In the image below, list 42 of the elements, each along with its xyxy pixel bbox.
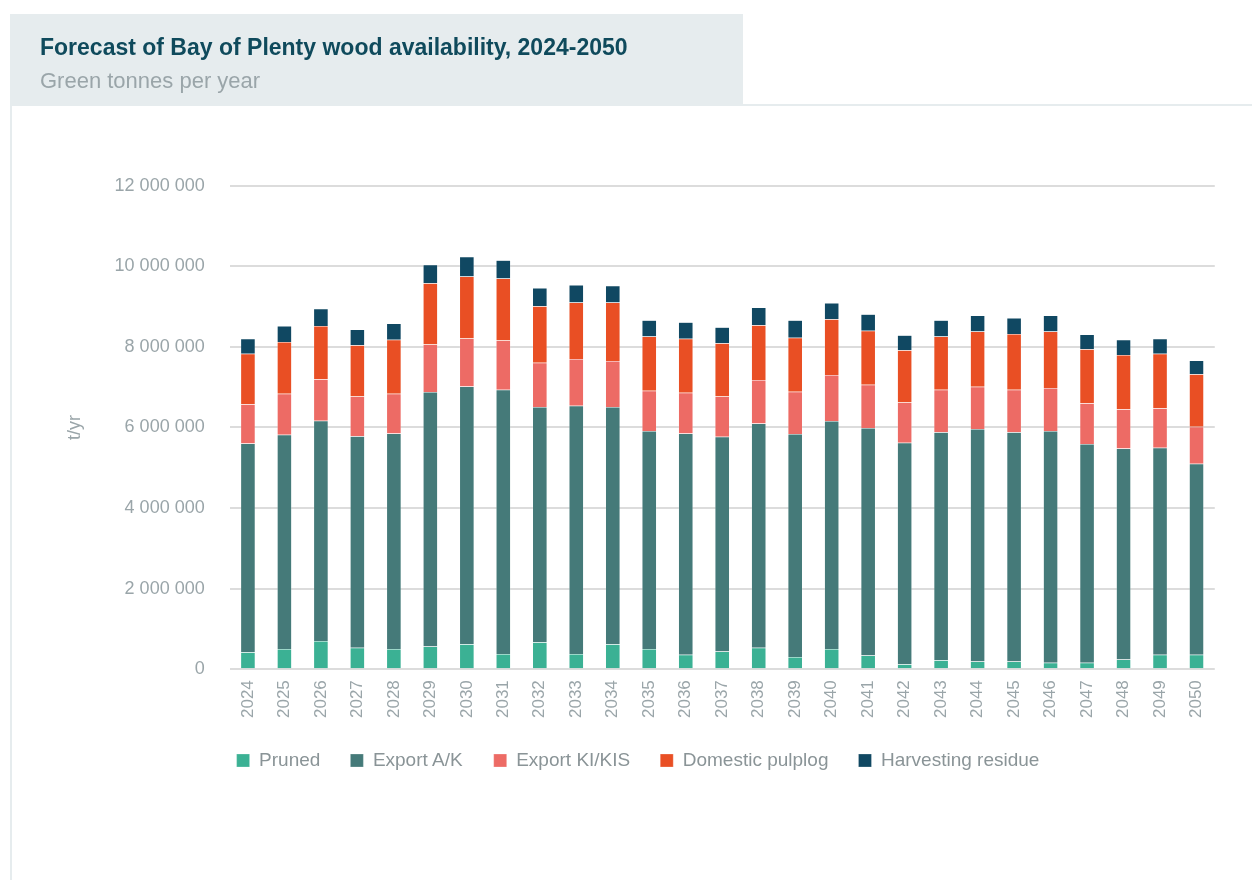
legend-label: Pruned <box>259 748 321 770</box>
y-tick-label: 4 000 000 <box>124 497 205 518</box>
y-tick-label: 8 000 000 <box>124 335 205 356</box>
x-tick-label: 2036 <box>675 680 695 719</box>
x-tick-label: 2050 <box>1186 680 1206 719</box>
x-tick-label: 2024 <box>237 680 257 719</box>
x-tick-label: 2044 <box>967 680 987 719</box>
x-tick-label: 2035 <box>638 680 658 719</box>
y-tick-label: 0 <box>194 658 205 679</box>
x-tick-label: 2049 <box>1149 680 1169 719</box>
x-tick-label: 2027 <box>347 680 367 719</box>
x-tick-label: 2031 <box>493 680 513 719</box>
y-tick-label: 10 000 000 <box>114 255 205 276</box>
x-tick-label: 2033 <box>565 680 585 719</box>
x-tick-label: 2028 <box>383 680 403 719</box>
x-tick-label: 2045 <box>1003 680 1023 719</box>
x-tick-label: 2046 <box>1040 680 1060 719</box>
y-axis-title: t/yr <box>63 414 84 440</box>
x-tick-label: 2029 <box>420 680 440 719</box>
x-tick-label: 2038 <box>748 680 768 719</box>
x-tick-label: 2039 <box>784 680 804 719</box>
legend-label: Export KI/KIS <box>516 748 631 770</box>
x-tick-label: 2026 <box>310 680 330 719</box>
legend-label: Harvesting residue <box>880 748 1040 770</box>
x-tick-label: 2034 <box>602 680 622 719</box>
legend-label: Export A/K <box>372 748 463 770</box>
chart-title: Forecast of Bay of Plenty wood availability, 2024-2050 <box>40 34 628 61</box>
x-tick-label: 2041 <box>857 680 877 719</box>
y-tick-label: 2 000 000 <box>124 577 205 598</box>
y-tick-label: 12 000 000 <box>114 174 205 195</box>
chart-subtitle: Green tonnes per year <box>40 68 261 94</box>
legend-label: Domestic pulplog <box>682 748 829 770</box>
x-tick-label: 2040 <box>821 680 841 719</box>
x-tick-label: 2043 <box>930 680 950 719</box>
x-tick-label: 2048 <box>1113 680 1133 719</box>
x-tick-label: 2030 <box>456 680 476 719</box>
x-tick-label: 2025 <box>274 680 294 719</box>
x-tick-label: 2047 <box>1076 680 1096 719</box>
x-tick-label: 2042 <box>894 680 914 719</box>
y-tick-label: 6 000 000 <box>124 416 205 437</box>
x-tick-label: 2037 <box>711 680 731 719</box>
x-tick-label: 2032 <box>529 680 549 719</box>
